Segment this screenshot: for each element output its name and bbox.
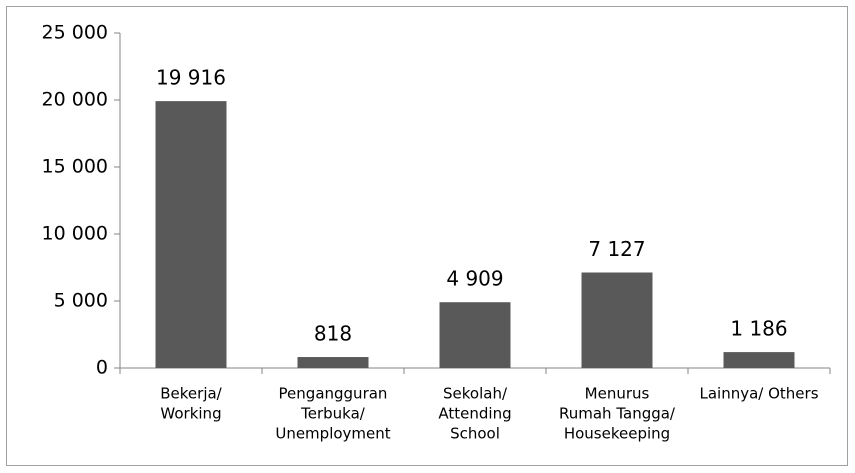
x-tick-label: Housekeeping	[564, 425, 670, 443]
x-tick-label: Unemployment	[275, 425, 390, 443]
x-tick-label: School	[450, 425, 500, 443]
data-label: 818	[314, 322, 352, 346]
y-tick-label: 15 000	[42, 156, 108, 178]
bar	[439, 302, 511, 368]
x-tick-label: Menurus	[585, 385, 650, 403]
x-tick-label: Attending	[438, 405, 511, 423]
bar	[723, 352, 795, 368]
x-tick-label: Pengangguran	[279, 385, 388, 403]
data-label: 19 916	[156, 66, 226, 90]
x-tick-label: Lainnya/ Others	[699, 385, 818, 403]
chart-border	[6, 6, 848, 466]
data-label: 1 186	[730, 317, 787, 341]
x-tick-label: Rumah Tangga/	[559, 405, 676, 423]
y-tick-label: 5 000	[54, 290, 108, 312]
y-tick-label: 10 000	[42, 223, 108, 245]
x-tick-label: Working	[160, 405, 221, 423]
bar	[581, 272, 653, 368]
x-tick-label: Bekerja/	[160, 385, 222, 403]
x-tick-label: Terbuka/	[300, 405, 366, 423]
bar	[297, 357, 369, 368]
bar	[155, 101, 227, 368]
data-label: 7 127	[588, 237, 645, 261]
y-tick-label: 0	[96, 357, 108, 379]
x-tick-label: Sekolah/	[443, 385, 508, 403]
data-label: 4 909	[446, 267, 503, 291]
y-tick-label: 20 000	[42, 89, 108, 111]
y-tick-label: 25 000	[42, 22, 108, 44]
